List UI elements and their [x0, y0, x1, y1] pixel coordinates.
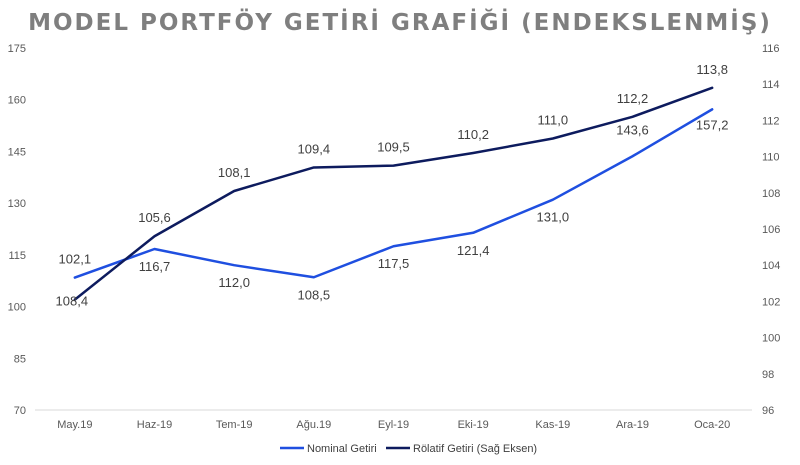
relative-data-label: 102,1	[59, 252, 92, 267]
relative-data-label: 112,2	[617, 91, 649, 106]
y-right-tick-label: 112	[762, 115, 780, 127]
series-layer	[73, 86, 714, 301]
y-right-tick-label: 96	[762, 405, 774, 417]
relative-data-label: 113,8	[696, 62, 728, 77]
x-tick-label: Kas-19	[535, 419, 570, 431]
y-right-tick-label: 114	[762, 79, 780, 91]
y-left-tick-label: 175	[8, 43, 26, 55]
y-left-tick-label: 70	[14, 405, 26, 417]
y-left-tick-label: 85	[14, 353, 26, 365]
x-tick-label: Ara-19	[616, 419, 649, 431]
y-left-tick-label: 100	[8, 302, 26, 314]
chart-title: MODEL PORTFÖY GETİRİ GRAFİĞİ (ENDEKSLENM…	[28, 10, 772, 36]
relative-data-label: 108,1	[218, 165, 251, 180]
nominal-data-label: 117,5	[378, 256, 410, 271]
nominal-data-label: 143,6	[616, 122, 649, 137]
relative-data-label: 111,0	[538, 113, 569, 128]
nominal-series-line	[73, 108, 714, 279]
y-right-tick-label: 110	[762, 152, 780, 164]
x-tick-label: Tem-19	[216, 419, 253, 431]
x-tick-label: Eyl-19	[378, 419, 409, 431]
nominal-data-label: 131,0	[537, 210, 570, 225]
y-left-tick-label: 145	[8, 146, 26, 158]
nominal-data-label: 157,2	[696, 117, 729, 132]
y-left-tick-label: 130	[8, 198, 26, 210]
x-axis: May.19 Haz-19 Tem-19 Ağu.19 Eyl-19 Eki-19 Kas-…	[35, 409, 752, 431]
x-tick-label: Ağu.19	[296, 419, 331, 431]
nominal-data-label: 116,7	[139, 259, 171, 274]
relative-data-label: 109,5	[377, 140, 410, 155]
relative-data-label: 110,2	[457, 127, 489, 142]
legend-nominal-label: Nominal Getiri	[307, 443, 377, 455]
y-right-tick-label: 98	[762, 369, 774, 381]
nominal-data-label: 121,4	[457, 243, 490, 258]
x-tick-label: May.19	[57, 419, 92, 431]
nominal-data-label: 108,4	[56, 294, 89, 309]
nominal-data-label: 112,0	[218, 275, 250, 290]
legend: Nominal Getiri Rölatif Getiri (Sağ Eksen)	[280, 443, 537, 455]
right-axis: 96 98 100 102 104 106 108 110 112 114 116	[762, 43, 780, 417]
relative-series-line	[73, 86, 714, 301]
y-right-tick-label: 102	[762, 296, 780, 308]
y-right-tick-label: 116	[762, 43, 780, 55]
y-right-tick-label: 108	[762, 188, 780, 200]
x-tick-label: Eki-19	[458, 419, 489, 431]
legend-relative-label: Rölatif Getiri (Sağ Eksen)	[413, 443, 537, 455]
x-tick-label: Oca-20	[694, 419, 730, 431]
y-left-tick-label: 115	[8, 250, 26, 262]
y-right-tick-label: 106	[762, 224, 780, 236]
y-left-tick-label: 160	[8, 95, 26, 107]
y-right-tick-label: 100	[762, 333, 780, 345]
relative-data-label: 109,4	[298, 141, 331, 156]
relative-data-label: 105,6	[138, 210, 171, 225]
left-axis: 70 85 100 115 130 145 160 175	[8, 43, 26, 417]
x-tick-label: Haz-19	[137, 419, 172, 431]
y-right-tick-label: 104	[762, 260, 780, 272]
nominal-data-label: 108,5	[298, 287, 331, 302]
data-labels: 108,4 116,7 112,0 108,5 117,5 121,4 131,0 143,6…	[56, 62, 729, 309]
